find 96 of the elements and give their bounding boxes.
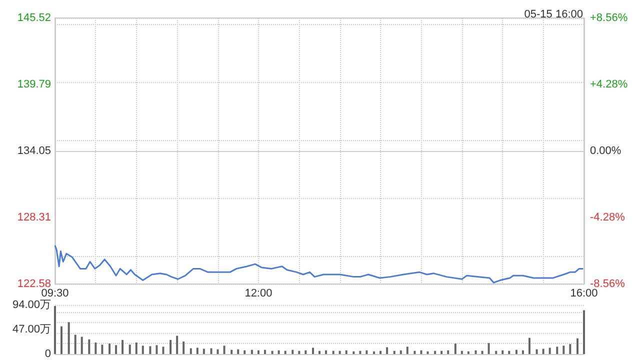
bar [292, 350, 294, 354]
bar [447, 350, 450, 354]
bar [88, 339, 90, 354]
bar [244, 350, 246, 354]
bar [298, 350, 300, 354]
bar [359, 350, 362, 354]
bar [108, 344, 111, 354]
y-tick-label: 134.05 [17, 145, 51, 157]
bar [60, 326, 63, 354]
bar [569, 344, 572, 354]
bar [68, 322, 70, 354]
bar [284, 350, 286, 354]
bar [223, 346, 226, 354]
bar [196, 348, 198, 354]
bar [460, 350, 463, 354]
bar [216, 349, 219, 354]
bar [80, 336, 83, 354]
bar [434, 350, 436, 354]
bar [304, 350, 307, 354]
bar [562, 346, 565, 354]
y2-tick-label: -4.28% [590, 212, 626, 224]
bar [474, 350, 477, 354]
bar [176, 336, 178, 354]
x-tick-label: 09:30 [41, 288, 69, 300]
bar [135, 342, 138, 354]
y2-tick-label: -8.56% [590, 278, 626, 290]
y-tick-label: 0 [44, 348, 51, 360]
bar [366, 350, 368, 354]
bar [74, 334, 76, 354]
bar [380, 350, 382, 354]
bar [556, 346, 558, 354]
y-tick-label: 139.79 [17, 78, 51, 90]
bar [522, 350, 524, 354]
bar [508, 350, 510, 354]
bar [583, 310, 585, 354]
bar [338, 350, 341, 354]
bar [128, 344, 131, 354]
bar [271, 350, 274, 354]
y2-tick-label: 0.00% [590, 145, 622, 157]
bar [352, 351, 355, 354]
bar [495, 350, 498, 354]
y-tick-label: 128.31 [17, 212, 51, 224]
x-tick-label: 12:00 [244, 288, 272, 300]
bar [122, 340, 124, 354]
bar [536, 349, 538, 354]
y2-tick-label: +4.28% [590, 78, 628, 90]
bar [170, 340, 172, 354]
y-tick-label: 122.58 [17, 278, 51, 290]
y-tick-label: 47.00万 [12, 324, 51, 336]
line-series [54, 244, 584, 284]
bar [467, 351, 470, 354]
bar [190, 348, 192, 354]
bar [393, 350, 396, 354]
bar [142, 346, 144, 354]
bar [426, 351, 429, 354]
bar [182, 341, 185, 354]
bar [406, 346, 408, 354]
bar [502, 350, 504, 354]
bar [257, 350, 260, 354]
bar [210, 348, 212, 354]
bar [250, 350, 253, 354]
bar [325, 350, 328, 354]
bar [548, 348, 551, 354]
bar [481, 350, 484, 354]
bar [115, 345, 118, 354]
bar [149, 346, 152, 354]
bar [264, 350, 266, 354]
bar [400, 350, 402, 354]
bar [420, 350, 422, 354]
bar [576, 338, 578, 354]
bar [345, 350, 348, 354]
y2-tick-label: +8.56% [590, 12, 628, 24]
bar [101, 344, 104, 354]
x-tick-label: 16:00 [570, 288, 598, 300]
bar [454, 344, 456, 354]
bar [488, 343, 490, 354]
bar [386, 347, 388, 354]
bar [278, 350, 280, 354]
bar [237, 349, 240, 354]
bar [440, 350, 443, 354]
bar [515, 350, 518, 354]
chart-subtitle: 05-15 16:00 [524, 8, 583, 20]
bar [332, 350, 334, 354]
bar [528, 338, 530, 354]
bar [94, 342, 97, 354]
bar [202, 348, 205, 354]
bar [156, 345, 158, 354]
bar [230, 350, 233, 354]
bar [312, 348, 314, 354]
bar [162, 346, 164, 354]
bar [542, 348, 544, 354]
bar [414, 350, 416, 354]
bar [318, 350, 320, 354]
y-tick-label: 145.52 [17, 12, 51, 24]
bar [373, 351, 376, 354]
y-tick-label: 94.00万 [12, 299, 51, 311]
